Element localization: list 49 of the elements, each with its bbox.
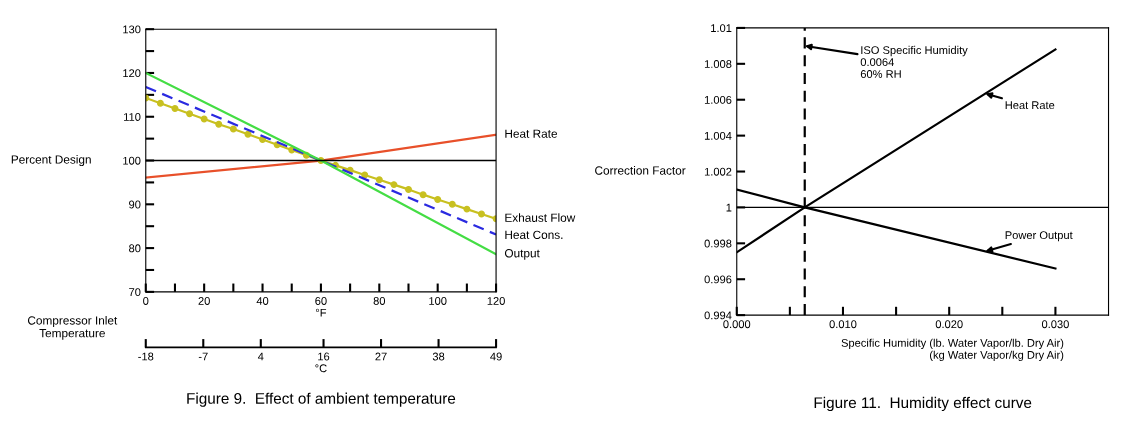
x2-tick-label: 49: [490, 352, 502, 361]
y-tick-label: 0.994: [704, 311, 732, 320]
x2-tick-label: 16: [318, 352, 330, 361]
y-tick-label: 130: [123, 25, 141, 34]
y-tick-label: 70: [129, 288, 141, 297]
text: Compressor Inlet Temperature: [27, 315, 118, 340]
y-axis-title: Correction Factor: [595, 166, 686, 175]
x2-tick-label: 27: [375, 352, 387, 361]
series-label: Power Output: [1005, 231, 1073, 242]
y-tick-label: 100: [123, 156, 141, 165]
x-tick-label: 0.020: [935, 320, 963, 329]
x-tick-label: 120: [487, 297, 505, 305]
legend-label: Heat Rate: [1005, 101, 1055, 110]
y-tick-label: 1.01: [711, 24, 732, 33]
x2-axis-title: °C: [315, 364, 327, 373]
x2-tick-label: -7: [198, 352, 208, 361]
x2-tick-label: 38: [432, 352, 445, 361]
series-label: Heat Rate: [505, 129, 558, 138]
x-axis-title: Specific Humidity (lb. Water Vapor/lb. Dry Air) (kg Water Vapor/kg Dry Air): [841, 338, 1064, 362]
x-tick-label: 0.000: [723, 320, 751, 329]
y-axis-title: Percent Design: [11, 155, 91, 167]
x-tick-label: 80: [373, 297, 386, 305]
x2-tick-label: 4: [257, 352, 264, 361]
x-tick-label: 0.030: [1041, 320, 1069, 329]
y-tick-label: 0.996: [704, 275, 732, 284]
y-tick-label: 120: [123, 69, 141, 78]
y-tick-label: 110: [124, 113, 141, 121]
annotation: ISO Specific Humidity 0.0064 60% RH: [860, 45, 968, 78]
y-tick-label: 1.006: [704, 95, 732, 104]
y-tick-label: 1.004: [704, 131, 732, 140]
x-tick-label: 0.010: [829, 320, 857, 329]
x-axis-title: °F: [315, 308, 327, 317]
x-tick-label: 20: [198, 297, 210, 305]
x-tick-label: 0: [143, 297, 149, 305]
series-label: Exhaust Flow: [505, 213, 576, 222]
series-label: Output: [504, 249, 540, 260]
x-tick-label: 100: [429, 297, 447, 305]
text: Figure 11. Humidity effect curve: [814, 396, 1032, 412]
x-tick-label: 40: [256, 297, 269, 305]
text: Figure 9. Effect of ambient temperature: [187, 392, 456, 407]
y-tick-label: 1: [726, 203, 732, 212]
y-tick-label: 1.002: [704, 167, 732, 176]
y-tick-label: 90: [129, 200, 141, 209]
y-tick-label: 1.008: [704, 60, 732, 68]
series-label: Heat Cons.: [505, 230, 563, 239]
x2-tick-label: -18: [138, 352, 154, 361]
y-tick-label: 80: [129, 244, 141, 253]
x-tick-label: 60: [315, 297, 327, 305]
y-tick-label: 0.998: [704, 239, 732, 248]
